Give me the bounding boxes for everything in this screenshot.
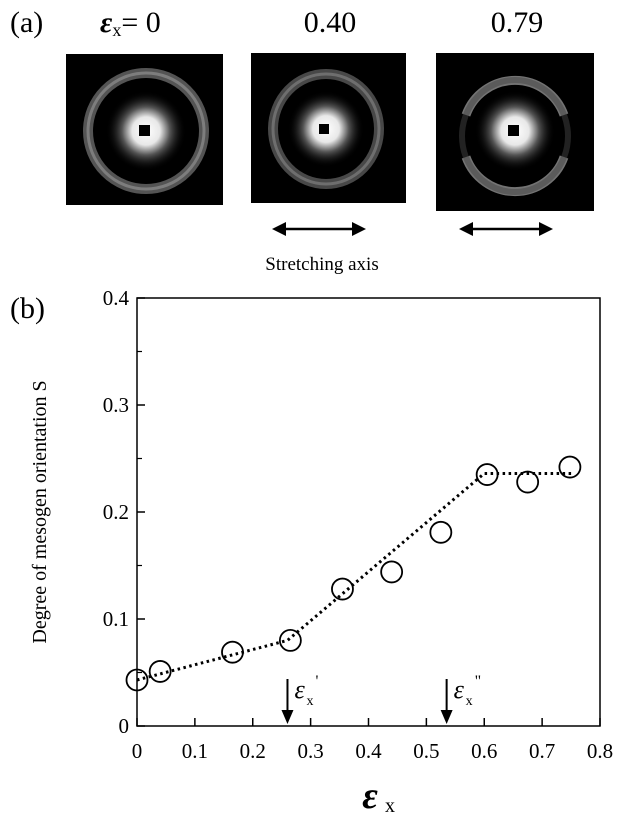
x-axis-subscript: x bbox=[385, 795, 395, 817]
x-tick-label: 0.5 bbox=[413, 739, 439, 763]
data-point bbox=[278, 629, 302, 652]
x-axis-symbol: ε bbox=[362, 775, 378, 817]
xray-pattern-0 bbox=[66, 54, 223, 205]
stretch-arrow-1 bbox=[272, 222, 366, 236]
panel-a-label: (a) bbox=[10, 6, 44, 39]
stretch-arrow-2 bbox=[459, 222, 553, 236]
strain-label-1: 0.40 bbox=[303, 6, 357, 39]
marker-prime: " bbox=[475, 673, 482, 690]
marker-symbol: ε bbox=[294, 675, 305, 704]
strain-label-0: εx= 0 bbox=[100, 6, 240, 41]
y-tick-label: 0.3 bbox=[103, 393, 129, 417]
data-point bbox=[380, 560, 404, 584]
data-point bbox=[475, 463, 499, 486]
x-tick-label: 0.1 bbox=[182, 739, 208, 763]
x-tick-label: 0 bbox=[132, 739, 143, 763]
xray-pattern-2 bbox=[436, 53, 594, 211]
x-tick-label: 0.3 bbox=[298, 739, 324, 763]
y-tick-label: 0.1 bbox=[103, 607, 129, 631]
x-tick-label: 0.6 bbox=[471, 739, 497, 763]
data-point bbox=[429, 520, 453, 544]
x-tick-label: 0.7 bbox=[529, 739, 555, 763]
epsilon-subscript: x bbox=[112, 20, 122, 40]
epsilon-symbol: ε bbox=[100, 6, 113, 39]
xray-pattern-1 bbox=[251, 53, 406, 203]
data-point bbox=[148, 660, 172, 683]
data-point bbox=[221, 640, 244, 664]
strain-value-0: = 0 bbox=[121, 6, 161, 39]
marker-subscript: x bbox=[306, 694, 313, 709]
data-point bbox=[516, 470, 540, 494]
x-tick-label: 0.4 bbox=[355, 739, 382, 763]
marker-arrowhead bbox=[440, 710, 453, 724]
data-point bbox=[558, 455, 582, 479]
x-tick-label: 0.2 bbox=[240, 739, 266, 763]
x-axis-label: ε x bbox=[362, 775, 395, 817]
panel-b-label: (b) bbox=[10, 292, 45, 325]
stretching-axis-caption: Stretching axis bbox=[265, 254, 379, 275]
y-tick-label: 0.4 bbox=[103, 286, 130, 310]
data-point bbox=[331, 577, 354, 601]
strain-marker: ε x' bbox=[281, 673, 318, 724]
dotted-fit-line bbox=[136, 472, 572, 682]
y-tick-label: 0 bbox=[119, 714, 130, 738]
strain-label-2: 0.79 bbox=[490, 6, 544, 39]
plot-frame bbox=[136, 297, 601, 727]
marker-subscript: x bbox=[466, 694, 473, 709]
y-axis-label: Degree of mesogen orientation S bbox=[29, 380, 51, 643]
strain-marker: ε x" bbox=[440, 673, 482, 724]
data-point bbox=[125, 668, 149, 692]
x-tick-label: 0.8 bbox=[587, 739, 613, 763]
y-tick-label: 0.2 bbox=[103, 500, 129, 524]
marker-arrowhead bbox=[281, 710, 294, 724]
marker-symbol: ε bbox=[454, 675, 465, 704]
marker-prime: ' bbox=[315, 673, 318, 690]
stretching-arrows bbox=[272, 222, 553, 236]
